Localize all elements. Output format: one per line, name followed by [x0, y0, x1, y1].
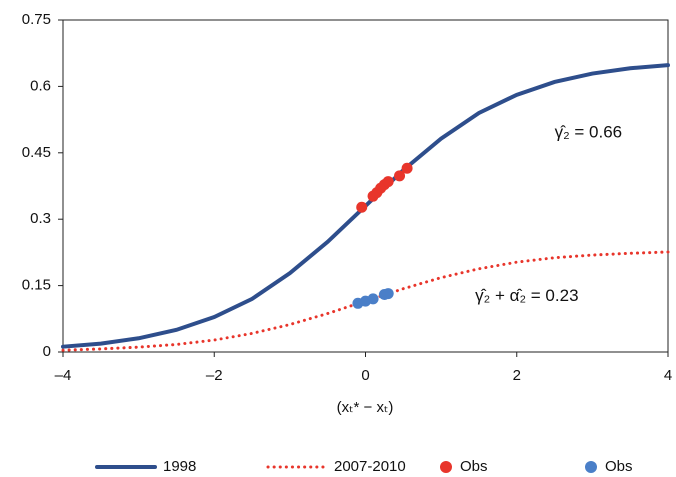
x-tick-label: 2 — [513, 367, 521, 384]
x-axis-label: (xₜ* − xₜ) — [337, 399, 394, 416]
scatter-point — [401, 162, 413, 174]
legend-swatch — [585, 461, 597, 473]
annotation: γ̂₂ = 0.66 — [555, 122, 623, 141]
y-tick-label: 0.15 — [22, 277, 51, 294]
scatter-point — [356, 201, 368, 213]
y-tick-label: 0.75 — [22, 11, 51, 28]
legend-label: 1998 — [163, 458, 196, 475]
legend-label: 2007-2010 — [334, 458, 406, 475]
scatter-point — [367, 293, 379, 305]
x-tick-label: 4 — [664, 367, 672, 384]
legend-swatch — [440, 461, 452, 473]
annotation: γ̂₂ + α̂₂ = 0.23 — [475, 286, 578, 305]
y-tick-label: 0.45 — [22, 144, 51, 161]
scatter-point — [382, 288, 394, 300]
scatter-point — [394, 170, 406, 182]
legend-label: Obs — [605, 458, 633, 475]
y-tick-label: 0 — [43, 343, 51, 360]
y-tick-label: 0.6 — [30, 77, 51, 94]
y-tick-label: 0.3 — [30, 210, 51, 227]
x-tick-label: 0 — [361, 367, 369, 384]
scatter-point — [382, 176, 394, 188]
x-tick-label: –4 — [55, 367, 72, 384]
legend-label: Obs — [460, 458, 488, 475]
x-tick-label: –2 — [206, 367, 223, 384]
